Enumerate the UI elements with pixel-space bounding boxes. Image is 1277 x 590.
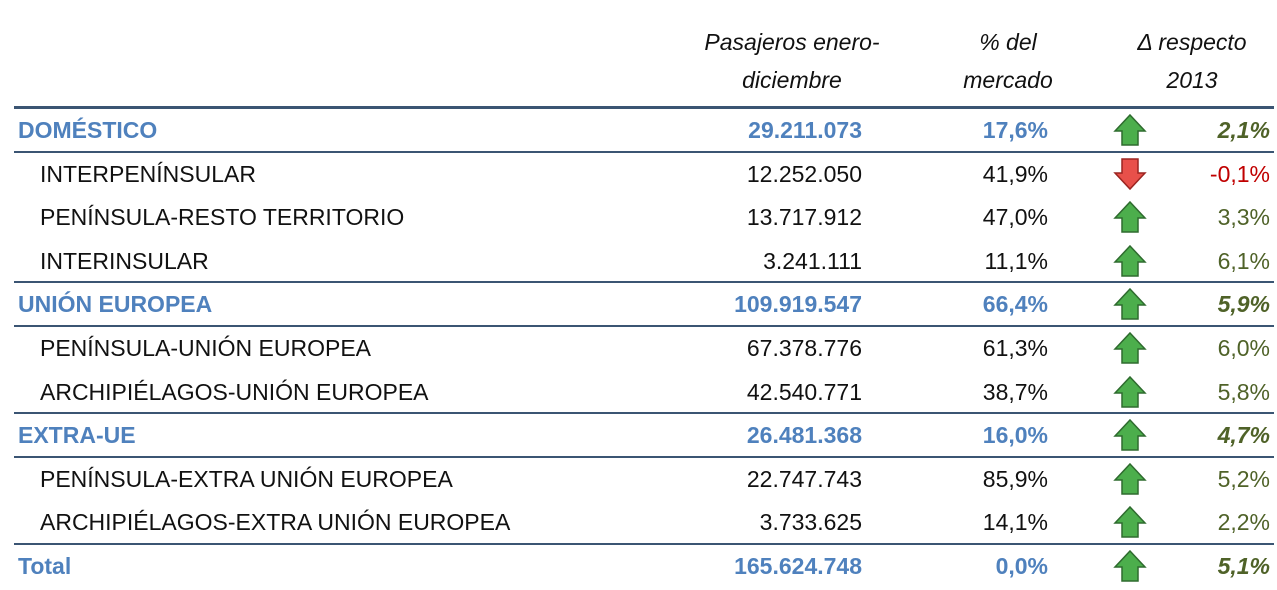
change: 5,9%: [1217, 291, 1270, 318]
item-label: INTERINSULAR: [40, 247, 209, 274]
change: 6,0%: [1217, 335, 1270, 361]
share: 85,9%: [982, 465, 1048, 492]
passengers: 67.378.776: [746, 335, 862, 361]
header-rule: [14, 106, 1274, 109]
header-text: 2013: [1166, 67, 1218, 93]
arrow-up: [1113, 506, 1147, 539]
arrow-up: [1113, 288, 1147, 321]
header-text: mercado: [963, 67, 1053, 93]
share: 61,3%: [982, 335, 1048, 361]
change: -0,1%: [1209, 160, 1270, 187]
passengers: 3.241.111: [763, 247, 862, 274]
share: 66,4%: [982, 291, 1048, 318]
group-rule: [14, 150, 1274, 153]
arrow-up: [1113, 113, 1147, 146]
passengers: 109.919.547: [734, 291, 862, 318]
share: 17,6%: [982, 117, 1048, 143]
total-rule: [14, 543, 1274, 545]
arrow-down: [1113, 157, 1147, 190]
passengers: 26.481.368: [746, 422, 862, 449]
change: 2,1%: [1217, 117, 1270, 143]
share: 38,7%: [982, 378, 1048, 405]
change: 5,2%: [1217, 465, 1270, 492]
arrow-up: [1113, 331, 1147, 364]
passengers: 13.717.912: [746, 204, 862, 231]
group-rule: [14, 281, 1274, 284]
item-label: PENÍNSULA-RESTO TERRITORIO: [40, 204, 405, 231]
change: 5,1%: [1217, 553, 1270, 579]
header-text: Δ respecto: [1137, 29, 1247, 55]
item-label: PENÍNSULA-UNIÓN EUROPEA: [40, 335, 372, 361]
share: 0,0%: [995, 553, 1048, 579]
arrow-up: [1113, 419, 1147, 451]
arrow-up: [1113, 462, 1147, 495]
group-label: UNIÓN EUROPEA: [18, 291, 213, 318]
change: 2,2%: [1217, 509, 1270, 536]
header-text: diciembre: [742, 67, 842, 93]
share: 14,1%: [982, 509, 1048, 536]
group-label: Total: [18, 553, 72, 579]
passengers: 165.624.748: [734, 553, 862, 579]
passengers: 3.733.625: [759, 509, 862, 536]
change: 5,8%: [1217, 378, 1270, 405]
change: 6,1%: [1217, 247, 1270, 274]
passengers: 22.747.743: [746, 465, 862, 492]
group-rule: [14, 412, 1274, 415]
header-text: % del: [979, 29, 1037, 55]
share: 47,0%: [982, 204, 1048, 231]
item-label: INTERPENÍNSULAR: [40, 160, 256, 187]
header-text: Pasajeros enero-: [704, 29, 880, 55]
group-rule: [14, 455, 1274, 458]
change: 4,7%: [1217, 422, 1270, 449]
passengers: 12.252.050: [746, 160, 862, 187]
item-label: PENÍNSULA-EXTRA UNIÓN EUROPEA: [40, 465, 453, 492]
arrow-up: [1113, 244, 1147, 277]
arrow-up: [1113, 201, 1147, 233]
share: 16,0%: [982, 422, 1048, 449]
share: 41,9%: [982, 160, 1048, 187]
item-label: ARCHIPIÉLAGOS-UNIÓN EUROPEA: [40, 378, 429, 405]
item-label: ARCHIPIÉLAGOS-EXTRA UNIÓN EUROPEA: [40, 509, 511, 536]
group-rule: [14, 325, 1274, 327]
passengers: 42.540.771: [746, 378, 862, 405]
share: 11,1%: [984, 247, 1048, 274]
group-label: DOMÉSTICO: [18, 117, 158, 143]
arrow-up: [1113, 549, 1147, 582]
passengers: 29.211.073: [748, 117, 862, 143]
group-label: EXTRA-UE: [18, 422, 136, 449]
arrow-up: [1113, 375, 1147, 408]
change: 3,3%: [1217, 204, 1270, 231]
